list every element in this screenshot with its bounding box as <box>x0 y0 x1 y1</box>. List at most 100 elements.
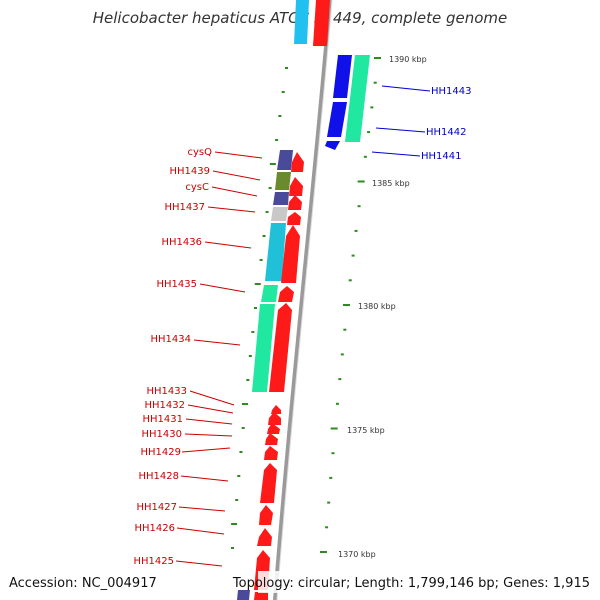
gene-red-8 <box>271 405 281 414</box>
gene-hh1442 <box>327 102 347 137</box>
gene-label-hh1439[interactable]: HH1439 <box>170 166 211 177</box>
gene-red-1 <box>291 152 304 172</box>
gene-label-hh1435[interactable]: HH1435 <box>157 279 198 290</box>
gene-hh1437 <box>271 207 288 221</box>
gene-cysc <box>273 192 289 205</box>
major-tick <box>343 304 350 306</box>
gene-label-hh1429[interactable]: HH1429 <box>141 447 182 458</box>
inner-minor-tick <box>237 475 241 477</box>
major-tick <box>357 180 365 183</box>
major-tick <box>374 57 381 59</box>
gene-red-7 <box>269 303 292 392</box>
major-tick <box>330 427 338 430</box>
footer-bg <box>258 571 600 593</box>
gene-label-cysc[interactable]: cysC <box>185 182 209 193</box>
gene-label-hh1443[interactable]: HH1443 <box>431 86 472 97</box>
genome-backbone-highlight <box>276 0 333 600</box>
gene-red-13 <box>260 463 277 503</box>
inner-major-tick <box>254 283 261 285</box>
gene-label-hh1437[interactable]: HH1437 <box>165 202 206 213</box>
gene-label-hh1428[interactable]: HH1428 <box>139 471 180 482</box>
gene-red-11 <box>265 433 278 445</box>
left-gene-labels: cysQ HH1439 cysC HH1437 HH1436 HH1435 HH… <box>134 147 213 567</box>
gene-label-hh1427[interactable]: HH1427 <box>137 502 178 513</box>
gene-hh1436 <box>265 223 286 281</box>
gene-label-hh1442[interactable]: HH1442 <box>426 127 467 138</box>
gene-cysq <box>277 150 293 170</box>
scale-label-1385: 1385 kbp <box>372 179 410 188</box>
gene-hh1439 <box>275 172 291 190</box>
minor-tick <box>363 155 367 158</box>
inner-minor-tick <box>262 235 266 237</box>
inner-major-tick <box>231 523 238 525</box>
gene-navy-bottom <box>237 590 250 600</box>
gene-red-9 <box>268 412 281 425</box>
accession-text: Accession: NC_004917 <box>9 576 157 591</box>
inner-minor-tick <box>275 139 279 141</box>
gene-hh1441 <box>325 141 340 150</box>
gene-label-hh1441[interactable]: HH1441 <box>421 151 462 162</box>
inner-minor-tick <box>235 499 239 501</box>
gene-red-bottom <box>254 592 268 600</box>
scale-ticks <box>231 57 381 553</box>
gene-label-hh1433[interactable]: HH1433 <box>147 386 188 397</box>
minor-tick <box>354 229 358 232</box>
genome-backbone <box>273 0 332 600</box>
gene-red-2 <box>289 177 303 196</box>
inner-minor-tick <box>241 427 245 429</box>
gene-red-12 <box>264 446 278 460</box>
minor-tick <box>373 81 377 84</box>
left-label-lines <box>175 151 263 567</box>
inner-major-tick <box>269 163 276 165</box>
gene-label-hh1434[interactable]: HH1434 <box>151 334 192 345</box>
minor-tick <box>357 205 361 208</box>
gene-red-3 <box>288 195 302 210</box>
major-tick <box>320 551 327 553</box>
right-label-lines <box>371 85 431 157</box>
scale-label-1375: 1375 kbp <box>347 426 385 435</box>
inner-minor-tick <box>278 115 282 117</box>
inner-minor-tick <box>259 259 263 261</box>
inner-minor-tick <box>251 331 255 333</box>
gene-hh1443 <box>333 55 352 98</box>
gene-red-10 <box>267 423 280 434</box>
gene-label-hh1431[interactable]: HH1431 <box>143 414 184 425</box>
minor-tick <box>340 353 344 356</box>
inner-minor-tick <box>281 91 285 93</box>
gene-top-red <box>313 0 330 46</box>
minor-tick <box>327 501 331 504</box>
inner-minor-tick <box>254 307 257 309</box>
gene-teal-right <box>345 55 370 142</box>
inner-minor-tick <box>246 379 250 381</box>
minor-tick <box>343 328 347 331</box>
minor-tick <box>367 131 371 134</box>
gene-red-6 <box>278 286 294 302</box>
minor-tick <box>348 279 352 282</box>
gene-label-hh1436[interactable]: HH1436 <box>162 237 203 248</box>
minor-tick <box>370 106 374 109</box>
right-gene-labels: HH1443 HH1442 HH1441 <box>421 86 472 162</box>
gene-red-5 <box>281 225 300 283</box>
topology-text: Topology: circular; Length: 1,799,146 bp… <box>232 576 590 591</box>
scale-label-1390: 1390 kbp <box>389 55 427 64</box>
scale-label-1380: 1380 kbp <box>358 302 396 311</box>
minor-tick <box>329 476 333 479</box>
inner-minor-tick <box>268 187 272 189</box>
gene-label-hh1425[interactable]: HH1425 <box>134 556 175 567</box>
minor-tick <box>331 452 335 455</box>
inner-minor-tick <box>231 547 234 549</box>
gene-hh1434 <box>252 304 275 392</box>
gene-top-cyan <box>294 0 309 44</box>
minor-tick <box>335 402 339 405</box>
minor-tick <box>325 526 329 529</box>
gene-label-hh1432[interactable]: HH1432 <box>145 400 186 411</box>
inner-minor-tick <box>265 211 269 213</box>
minor-tick <box>351 254 355 257</box>
gene-label-hh1430[interactable]: HH1430 <box>142 429 183 440</box>
gene-hh1435 <box>261 285 278 302</box>
gene-red-4 <box>287 212 301 225</box>
gene-label-cysq[interactable]: cysQ <box>188 147 213 158</box>
gene-label-hh1426[interactable]: HH1426 <box>135 523 176 534</box>
